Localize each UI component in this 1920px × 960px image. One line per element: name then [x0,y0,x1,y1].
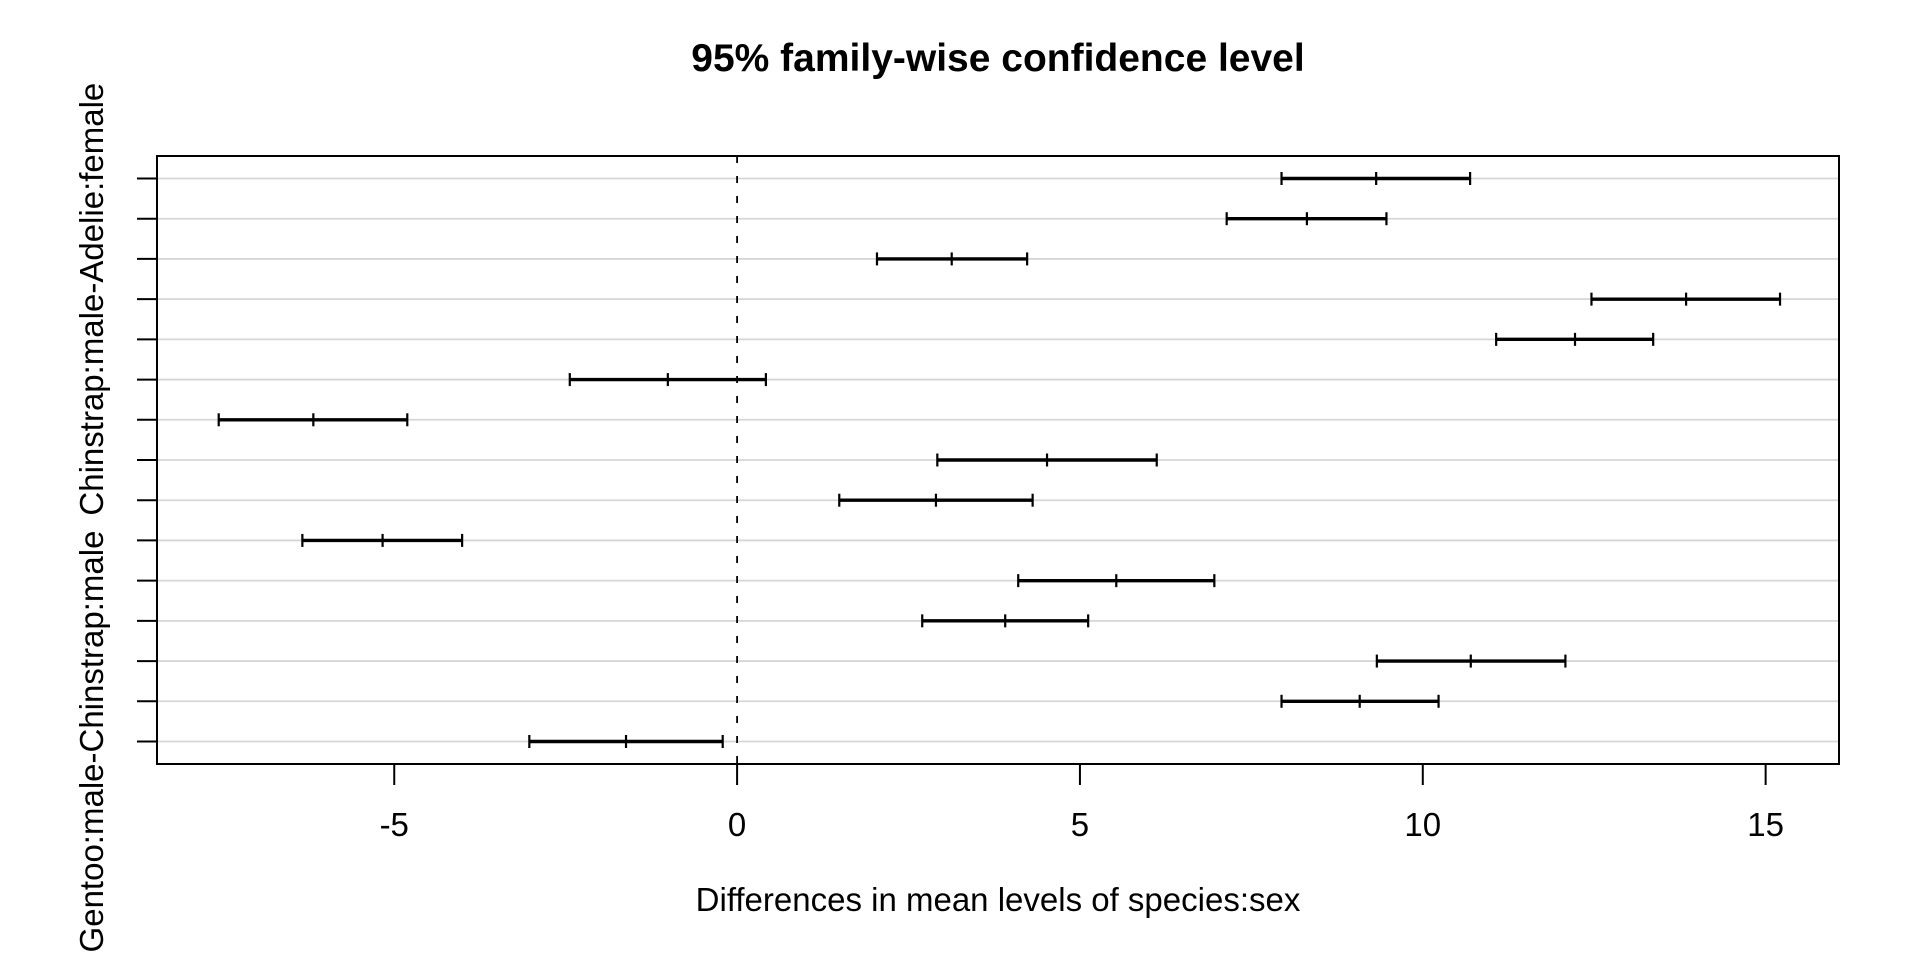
confidence-interval [936,453,1158,467]
confidence-interval [875,252,1029,266]
confidence-interval [528,735,724,748]
chart-layer: -5 0 5 10 15 Chinstrap:male-Adelie:female Gent… [73,83,1840,953]
x-axis-tick-label: 10 [1404,806,1441,843]
confidence-interval [568,373,767,387]
x-axis-tick-label: 15 [1747,806,1784,843]
confidence-interval [1495,332,1655,346]
x-axis-tick-label: 5 [1071,806,1089,843]
y-axis-tick-label: Chinstrap:male-Adelie:female [73,83,110,516]
confidence-interval [921,614,1090,628]
confidence-interval [1590,292,1782,306]
confidence-interval [1375,654,1567,668]
plot-border [156,155,1840,765]
confidence-interval [838,493,1034,507]
x-axis-label: Differences in mean levels of species:se… [696,881,1301,918]
confidence-interval [217,413,409,427]
confidence-interval [1280,694,1440,708]
confidence-interval [301,533,464,547]
x-axis-tick-label: 0 [728,806,746,843]
confidence-interval [1017,574,1216,588]
confidence-interval [1280,172,1472,185]
y-axis-tick-label: Gentoo:male-Chinstrap:male [73,531,110,953]
x-axis-tick-label: -5 [380,806,409,843]
confidence-interval [1225,212,1388,226]
plot-title: 95% family-wise confidence level [691,37,1304,80]
